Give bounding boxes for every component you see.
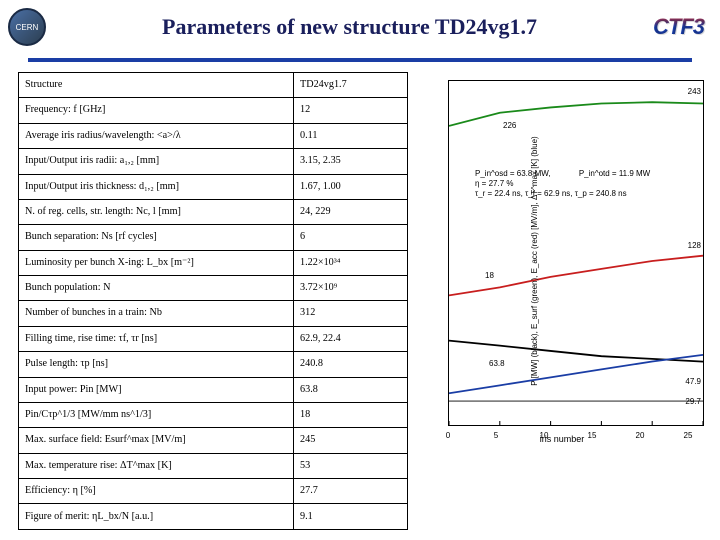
ann-226: 226 [503,121,516,130]
ann-243: 243 [688,87,701,96]
table-row: Input/Output iris thickness: d₁,₂ [mm]1.… [19,174,408,199]
table-row: StructureTD24vg1.7 [19,73,408,98]
x-axis-title: iris number [414,434,710,444]
table-row: Efficiency: η [%]27.7 [19,479,408,504]
ann-297: 29.7 [685,397,701,406]
header: CERN Parameters of new structure TD24vg1… [0,0,720,54]
body: StructureTD24vg1.7 Frequency: f [GHz]12 … [18,72,710,530]
title-main: Parameters of new structure [162,14,435,39]
table-row: Bunch population: N3.72×10⁹ [19,276,408,301]
ann-638: 63.8 [489,359,505,368]
table-row: Bunch separation: Ns [rf cycles]6 [19,225,408,250]
ctf3-logo: CTF3 [653,14,710,40]
xtick: 10 [540,431,549,440]
legend-p-otd: P_in^otd = 11.9 MW [579,169,650,178]
chart-svg [449,81,703,425]
chart: 243 226 128 18 63.8 47.9 29.7 P_in^osd =… [414,76,710,446]
plot-area: 243 226 128 18 63.8 47.9 29.7 P_in^osd =… [448,80,704,426]
table-row: Figure of merit: ηL_bx/N [a.u.]9.1 [19,504,408,530]
table-row: Luminosity per bunch X-ing: L_bx [m⁻²]1.… [19,250,408,275]
params-table: StructureTD24vg1.7 Frequency: f [GHz]12 … [18,72,408,530]
xtick: 5 [494,431,498,440]
table-row: Number of bunches in a train: Nb312 [19,301,408,326]
slide-title: Parameters of new structure TD24vg1.7 [46,14,653,40]
ann-479: 47.9 [685,377,701,386]
xtick: 0 [446,431,450,440]
y-axis-title: P [MW] (black), E_surf (green), E_acc (r… [530,136,539,385]
table-row: Frequency: f [GHz]12 [19,98,408,123]
table-row: Max. surface field: Esurf^max [MV/m]245 [19,428,408,453]
title-struct: TD24vg1.7 [435,14,537,39]
ann-128: 128 [688,241,701,250]
table-row: Max. temperature rise: ΔT^max [K]53 [19,453,408,478]
legend-p-osd: P_in^osd = 63.8 MW, [475,169,551,178]
table-row: N. of reg. cells, str. length: Nc, l [mm… [19,199,408,224]
header-rule [28,58,692,62]
slide: CERN Parameters of new structure TD24vg1… [0,0,720,540]
xtick: 20 [636,431,645,440]
cern-logo: CERN [8,8,46,46]
legend-tau: τ_r = 22.4 ns, τ_f = 62.9 ns, τ_p = 240.… [475,189,627,198]
table-row: Input/Output iris radii: a₁,₂ [mm]3.15, … [19,149,408,174]
legend-p: P_in^osd = 63.8 MW, P_in^otd = 11.9 MW [475,169,650,178]
legend-eta: η = 27.7 % [475,179,513,188]
xtick: 15 [588,431,597,440]
table-row: Input power: Pin [MW]63.8 [19,377,408,402]
table-row: Filling time, rise time: τf, τr [ns]62.9… [19,326,408,351]
table-row: Pulse length: τp [ns]240.8 [19,352,408,377]
table-row: Pin/Cτp^1/3 [MW/mm ns^1/3]18 [19,402,408,427]
ann-18: 18 [485,271,494,280]
params-tbody: StructureTD24vg1.7 Frequency: f [GHz]12 … [19,73,408,530]
table-row: Average iris radius/wavelength: <a>/λ0.1… [19,123,408,148]
xtick: 25 [684,431,693,440]
